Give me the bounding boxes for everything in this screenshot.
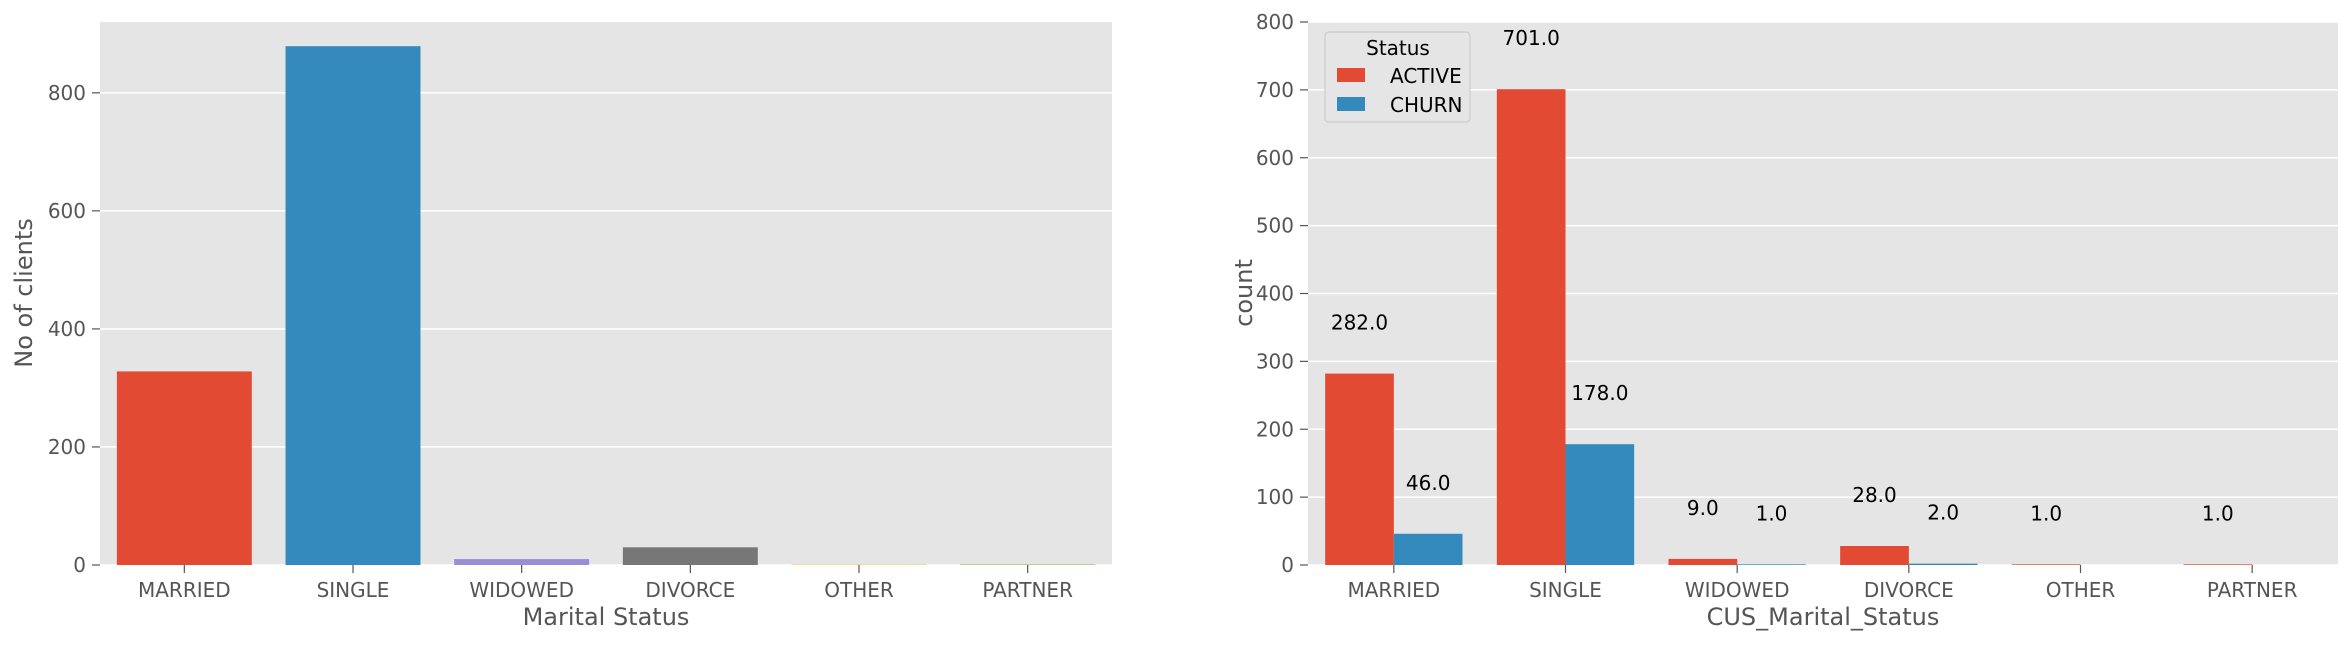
x-tick-label-left: DIVORCE — [645, 578, 735, 602]
bar-married-churn — [1393, 533, 1463, 565]
x-tick-label-right: WIDOWED — [1685, 578, 1790, 602]
y-tick-label-left: 0 — [73, 553, 86, 577]
x-tick-label-left: PARTNER — [982, 578, 1073, 602]
bar-married — [116, 371, 252, 565]
y-axis-label-left: No of clients — [10, 218, 38, 367]
bar-partner-active — [2183, 564, 2253, 565]
x-axis-label-right: CUS_Marital_Status — [1707, 603, 1940, 631]
x-tick-label-left: WIDOWED — [469, 578, 574, 602]
bar-widowed-churn — [1737, 564, 1806, 565]
bar-other-active — [2011, 564, 2081, 565]
legend-swatch-active — [1337, 68, 1365, 82]
bar-single-active — [1496, 89, 1566, 565]
x-tick-label-right: PARTNER — [2207, 578, 2298, 602]
x-axis-label-left: Marital Status — [523, 603, 690, 631]
gridlines-right — [1308, 21, 2338, 566]
bar-divorce — [622, 547, 758, 565]
y-tick-label-left: 200 — [48, 435, 86, 459]
y-tick-label-left: 400 — [48, 317, 86, 341]
data-label-married-active: 282.0 — [1331, 311, 1388, 335]
y-tick-label-left: 600 — [48, 199, 86, 223]
y-tick-label-right: 0 — [1281, 553, 1294, 577]
legend-label-active: ACTIVE — [1390, 64, 1462, 88]
x-tick-label-left: OTHER — [824, 578, 894, 602]
legend-label-churn: CHURN — [1390, 93, 1463, 117]
data-label-widowed-churn: 1.0 — [1756, 501, 1788, 525]
y-tick-label-right: 200 — [1256, 417, 1294, 441]
x-tick-label-right: SINGLE — [1529, 578, 1602, 602]
data-label-single-churn: 178.0 — [1571, 381, 1628, 405]
y-tick-label-right: 600 — [1256, 146, 1294, 170]
y-tick-label-right: 400 — [1256, 282, 1294, 306]
y-tick-label-left: 800 — [48, 81, 86, 105]
gridlines-left — [100, 92, 1112, 566]
bar-widowed-active — [1668, 558, 1738, 565]
bar-single-churn — [1565, 444, 1635, 565]
bar-married-active — [1325, 373, 1394, 565]
bar-widowed — [454, 559, 590, 565]
y-ticks-right: 0 100 200 300 400 500 600 700 800 — [1256, 10, 1308, 577]
bars-right — [1325, 89, 2253, 565]
x-tick-label-left: MARRIED — [138, 578, 231, 602]
y-tick-label-right: 100 — [1256, 485, 1294, 509]
x-ticks-left: MARRIED SINGLE WIDOWED DIVORCE OTHER PARTNER — [138, 565, 1073, 602]
y-tick-label-right: 300 — [1256, 349, 1294, 373]
y-tick-label-right: 500 — [1256, 214, 1294, 238]
y-axis-label-right: count — [1230, 259, 1258, 327]
data-label-divorce-churn: 2.0 — [1927, 501, 1959, 525]
y-tick-label-right: 800 — [1256, 10, 1294, 34]
y-ticks-left: 0 200 400 600 800 — [48, 81, 100, 577]
data-labels-right: 282.0 46.0 701.0 178.0 9.0 1.0 28.0 2.0 1.0 1.0 — [1331, 26, 2234, 525]
chart-marital-status-clients: 0 200 400 600 800 MARRIED SINGLE WIDOWED DIVORC… — [10, 22, 1112, 631]
x-tick-label-right: DIVORCE — [1864, 578, 1954, 602]
x-tick-label-left: SINGLE — [317, 578, 390, 602]
x-ticks-right: MARRIED SINGLE WIDOWED DIVORCE OTHER PARTNER — [1347, 565, 2298, 602]
bar-partner — [960, 564, 1096, 565]
bar-divorce-churn — [1908, 563, 1978, 565]
data-label-single-active: 701.0 — [1503, 26, 1560, 50]
x-tick-label-right: MARRIED — [1347, 578, 1440, 602]
y-tick-label-right: 700 — [1256, 78, 1294, 102]
legend: Status ACTIVE CHURN — [1324, 31, 1471, 123]
data-label-other-active: 1.0 — [2030, 501, 2062, 525]
bar-single — [285, 46, 421, 565]
plot-area-left — [100, 22, 1112, 565]
x-tick-label-right: OTHER — [2046, 578, 2116, 602]
legend-swatch-churn — [1337, 97, 1365, 111]
data-label-divorce-active: 28.0 — [1852, 483, 1897, 507]
data-label-married-churn: 46.0 — [1406, 471, 1451, 495]
data-label-widowed-active: 9.0 — [1687, 496, 1719, 520]
legend-title: Status — [1366, 36, 1430, 60]
bars-left — [116, 46, 1096, 565]
chart-status-by-marital: 282.0 46.0 701.0 178.0 9.0 1.0 28.0 2.0 1.0 1.0 0… — [1230, 10, 2338, 631]
bar-other — [791, 564, 927, 565]
data-label-partner-active: 1.0 — [2202, 501, 2234, 525]
bar-divorce-active — [1840, 545, 1909, 565]
